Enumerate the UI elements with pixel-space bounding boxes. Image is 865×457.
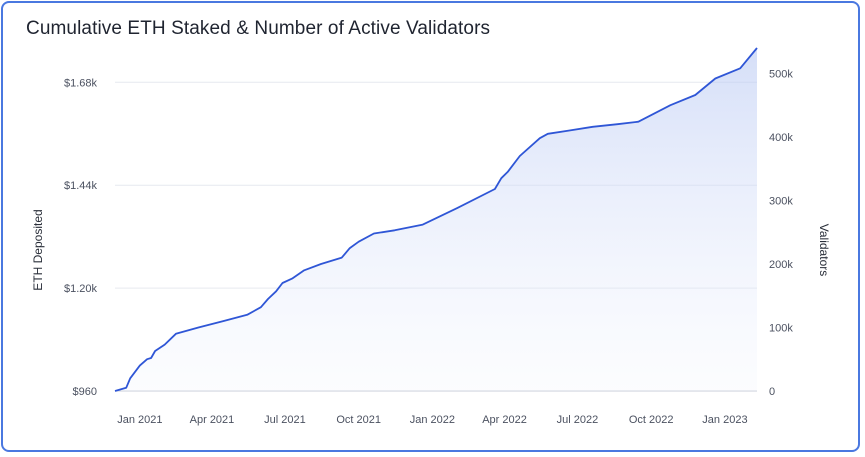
x-tick-label: Jan 2023: [702, 414, 747, 426]
x-tick-label: Jul 2021: [264, 414, 306, 426]
y-axis-label: ETH Deposited: [31, 209, 45, 290]
y-tick-label: $1.68k: [64, 77, 98, 89]
y2-tick-label: 400k: [769, 132, 793, 144]
area-layer: [114, 47, 758, 392]
y2-axis-label: Validators: [817, 224, 831, 276]
x-tick-label: Jan 2022: [410, 414, 455, 426]
y2-axis-ticks: 0 100k 200k 300k 400k 500k: [769, 68, 793, 398]
x-tick-label: Apr 2021: [190, 414, 235, 426]
y2-tick-label: 100k: [769, 322, 793, 334]
y2-tick-label: 0: [769, 386, 775, 398]
chart-title: Cumulative ETH Staked & Number of Active…: [26, 18, 491, 39]
series-line: [114, 47, 758, 392]
x-tick-label: Apr 2022: [482, 414, 527, 426]
series-area: [115, 48, 757, 391]
y-tick-label: $960: [73, 386, 97, 398]
x-axis-ticks: Jan 2021 Apr 2021 Jul 2021 Oct 2021 Jan 2022…: [117, 414, 747, 426]
x-tick-label: Oct 2021: [336, 414, 381, 426]
x-tick-label: Oct 2022: [629, 414, 674, 426]
y2-tick-label: 200k: [769, 259, 793, 271]
y2-tick-label: 300k: [769, 195, 793, 207]
y-tick-label: $1.44k: [64, 180, 98, 192]
x-tick-label: Jul 2022: [557, 414, 599, 426]
x-tick-label: Jan 2021: [117, 414, 162, 426]
y2-tick-label: 500k: [769, 68, 793, 80]
y-tick-label: $1.20k: [64, 283, 98, 295]
y-axis-ticks: $960 $1.20k $1.44k $1.68k: [64, 77, 98, 398]
